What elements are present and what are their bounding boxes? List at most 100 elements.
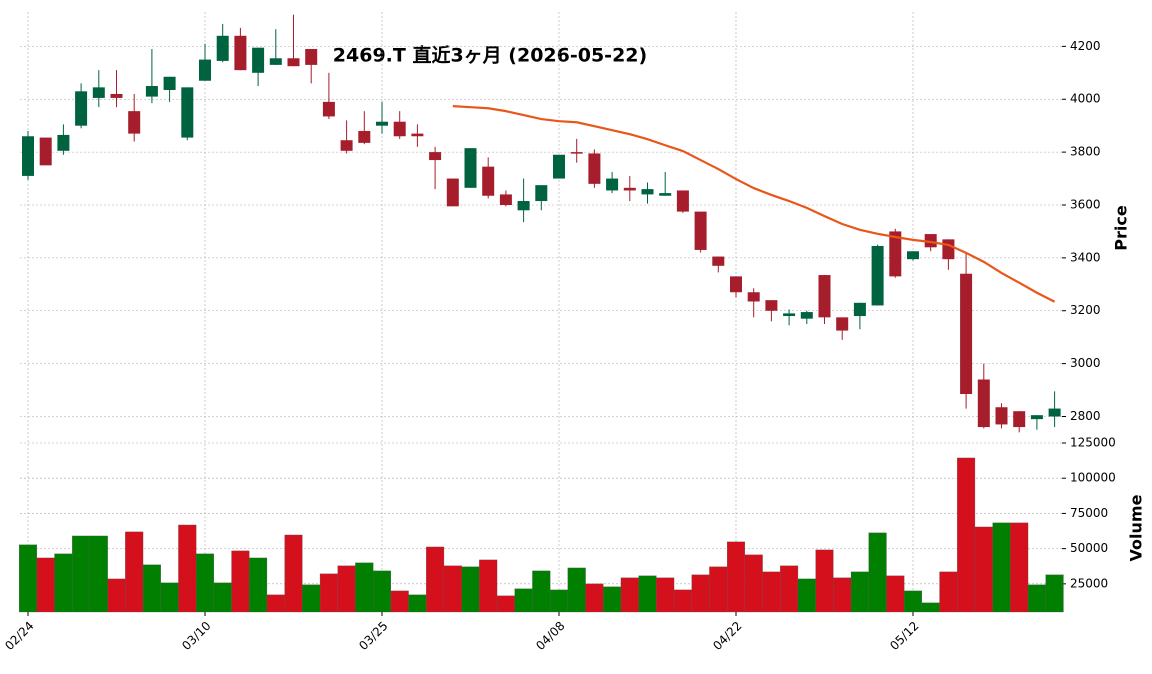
x-tick-label: 04/22 — [710, 619, 744, 653]
volume-bar — [284, 534, 303, 613]
volume-bar — [461, 566, 480, 613]
volume-bar — [479, 559, 498, 613]
x-tick-label: 02/24 — [2, 619, 36, 653]
volume-bar — [1027, 584, 1046, 613]
volume-bar — [833, 577, 852, 613]
candle-body — [907, 251, 919, 260]
candle-body — [216, 35, 229, 61]
candle-body — [765, 300, 778, 311]
candle-body — [199, 59, 211, 81]
volume-bar — [567, 567, 586, 613]
volume-bar — [195, 553, 214, 613]
volume-tick-label: 25000 — [1070, 576, 1108, 590]
candle-body — [747, 292, 760, 302]
volume-tick-label: 125000 — [1070, 436, 1116, 450]
volume-bar — [815, 549, 834, 613]
candle-body — [853, 302, 866, 317]
volume-bar — [797, 578, 816, 613]
volume-bar — [673, 589, 692, 613]
candle-body — [1030, 415, 1043, 420]
y-tick-label: 3000 — [1070, 356, 1101, 370]
candle-body — [322, 101, 335, 117]
volume-tick-label: 50000 — [1070, 541, 1108, 555]
candle-body — [606, 178, 619, 191]
volume-bar — [886, 575, 905, 613]
volume-bar — [939, 571, 958, 613]
candle-body — [960, 273, 973, 395]
volume-bar — [921, 602, 940, 613]
candle-body — [145, 86, 158, 97]
volume-bar — [18, 544, 38, 613]
x-tick-label: 04/08 — [533, 619, 567, 653]
candle-body — [659, 193, 672, 196]
candle-body — [269, 58, 282, 65]
volume-bar — [974, 526, 993, 613]
volume-tick-label: 75000 — [1070, 506, 1108, 520]
volume-bar — [89, 535, 108, 613]
candle-body — [712, 256, 725, 266]
candle-body — [570, 152, 583, 154]
volume-bar — [249, 557, 268, 613]
candle-body — [92, 87, 105, 98]
candle-body — [730, 276, 742, 293]
candle-body — [482, 166, 495, 196]
candle-body — [358, 130, 371, 143]
x-tick-label: 05/12 — [887, 619, 921, 653]
volume-bar — [72, 535, 91, 613]
candle-body — [676, 190, 689, 212]
volume-axis-label: Volume — [1127, 494, 1146, 561]
candle-body — [234, 35, 247, 71]
candle-body — [376, 121, 388, 126]
volume-bar — [532, 570, 551, 613]
candle-body — [411, 133, 424, 137]
candle-body — [22, 136, 34, 176]
volume-bar — [550, 589, 569, 613]
volume-bar — [178, 524, 197, 613]
volume-bar — [142, 564, 161, 613]
candle-body — [871, 245, 884, 306]
volume-bar — [266, 594, 285, 613]
volume-bar — [107, 578, 126, 613]
x-tick-label: 03/10 — [179, 619, 213, 653]
volume-bar — [638, 575, 657, 613]
volume-bar — [780, 565, 799, 613]
y-tick-label: 3800 — [1070, 145, 1101, 159]
volume-bar — [868, 532, 887, 613]
volume-bar — [992, 522, 1011, 613]
candle-body — [163, 76, 176, 90]
candle-body — [464, 148, 477, 188]
y-tick-label: 2800 — [1070, 409, 1101, 423]
candle-body — [181, 87, 194, 138]
candle-body — [110, 93, 123, 98]
candle-body — [252, 47, 265, 73]
candle-body — [39, 137, 52, 166]
volume-bar — [656, 577, 675, 613]
volume-bar — [744, 554, 763, 613]
volume-bar — [231, 550, 250, 613]
volume-bar — [904, 590, 923, 613]
candle-body — [287, 58, 300, 67]
candle-body — [1013, 411, 1026, 428]
volume-bar — [408, 594, 427, 613]
volume-bar — [125, 531, 144, 613]
x-tick-label: 03/25 — [356, 619, 390, 653]
candle-body — [588, 153, 601, 184]
candle-body — [499, 194, 512, 205]
candle-body — [641, 189, 654, 195]
y-tick-label: 3200 — [1070, 303, 1101, 317]
y-tick-label: 4000 — [1070, 92, 1101, 106]
candle-body — [924, 234, 937, 248]
volume-bar — [691, 574, 710, 613]
candle-body — [818, 275, 831, 318]
volume-bar — [319, 573, 338, 613]
volume-bar — [372, 570, 391, 613]
candle-body — [889, 231, 902, 277]
candle-body — [800, 312, 813, 319]
volume-bar — [727, 541, 746, 613]
moving-average — [452, 105, 1056, 303]
candle-body — [517, 201, 530, 211]
volume-bar — [213, 582, 232, 613]
candle-body — [995, 407, 1008, 425]
chart-title: 2469.T 直近3ヶ月 (2026-05-22) — [333, 44, 647, 67]
